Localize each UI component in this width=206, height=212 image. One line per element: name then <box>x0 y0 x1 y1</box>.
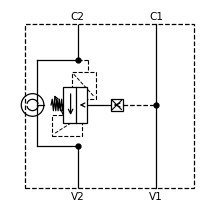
Text: C1: C1 <box>148 12 162 22</box>
Text: V1: V1 <box>148 192 162 202</box>
Text: V2: V2 <box>71 192 84 202</box>
Bar <box>63 87 86 123</box>
Text: C2: C2 <box>70 12 84 22</box>
Bar <box>52 115 82 136</box>
Bar <box>25 24 193 188</box>
Bar <box>71 72 96 99</box>
Bar <box>110 99 122 111</box>
